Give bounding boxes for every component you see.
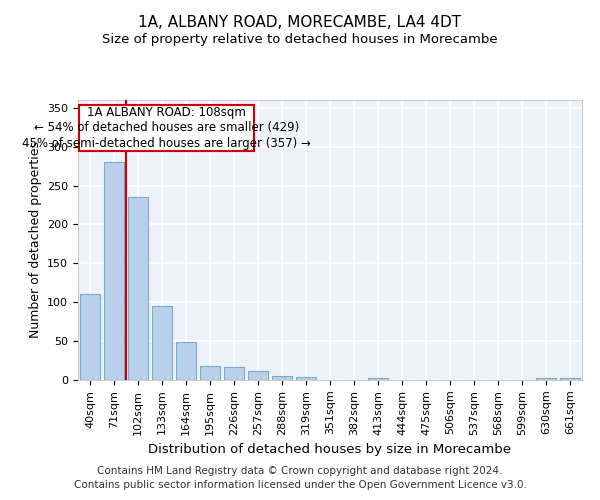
Bar: [368, 378, 388, 380]
Bar: [104, 162, 124, 380]
Y-axis label: Number of detached properties: Number of detached properties: [29, 142, 41, 338]
Bar: [80, 294, 100, 380]
Bar: [296, 377, 316, 380]
Bar: [224, 367, 244, 380]
Bar: [272, 376, 292, 380]
Text: 45% of semi-detached houses are larger (357) →: 45% of semi-detached houses are larger (…: [22, 136, 311, 149]
Text: 1A, ALBANY ROAD, MORECAMBE, LA4 4DT: 1A, ALBANY ROAD, MORECAMBE, LA4 4DT: [139, 15, 461, 30]
Bar: [152, 306, 172, 380]
Bar: [560, 378, 580, 380]
Text: 1A ALBANY ROAD: 108sqm: 1A ALBANY ROAD: 108sqm: [88, 106, 246, 120]
Text: Size of property relative to detached houses in Morecambe: Size of property relative to detached ho…: [102, 32, 498, 46]
Bar: [200, 366, 220, 380]
Bar: [248, 372, 268, 380]
FancyBboxPatch shape: [79, 106, 254, 150]
X-axis label: Distribution of detached houses by size in Morecambe: Distribution of detached houses by size …: [149, 443, 511, 456]
Bar: [176, 342, 196, 380]
Text: ← 54% of detached houses are smaller (429): ← 54% of detached houses are smaller (42…: [34, 122, 299, 134]
Text: Contains HM Land Registry data © Crown copyright and database right 2024.
Contai: Contains HM Land Registry data © Crown c…: [74, 466, 526, 490]
Bar: [536, 378, 556, 380]
Bar: [128, 197, 148, 380]
